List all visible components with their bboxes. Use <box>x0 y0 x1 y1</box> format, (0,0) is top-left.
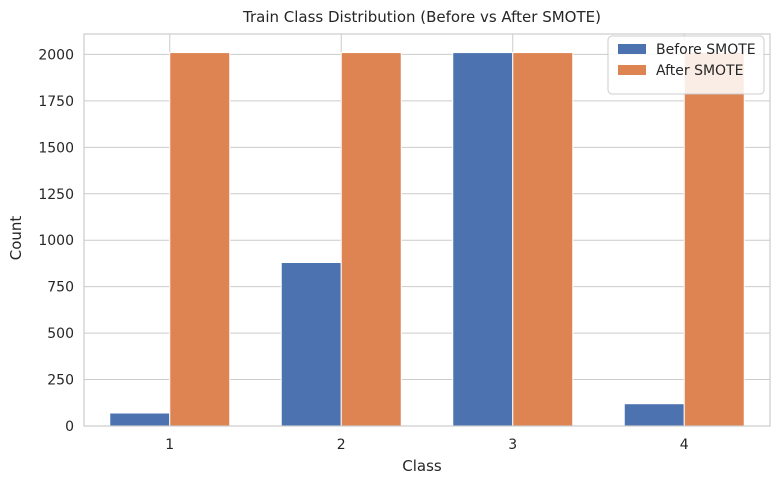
y-tick-label: 500 <box>47 326 74 342</box>
bars <box>109 52 745 427</box>
y-tick-label: 0 <box>65 419 74 435</box>
legend-box <box>607 35 765 95</box>
x-tick-label: 2 <box>337 437 346 453</box>
y-ticks: 0 250 500 750 1000 1250 1500 1750 2000 <box>38 47 74 435</box>
legend-swatch <box>618 44 646 54</box>
plot-frame <box>83 33 771 427</box>
y-tick-label: 1500 <box>38 140 74 156</box>
bar-before-smote-class-4 <box>623 403 685 427</box>
x-axis-label: Class <box>402 457 442 475</box>
bar-before-smote-class-3 <box>452 52 514 427</box>
y-tick-label: 750 <box>47 280 74 296</box>
y-tick-label: 1250 <box>38 187 74 203</box>
y-tick-label: 250 <box>47 373 74 389</box>
bar-after-smote-class-1 <box>169 52 231 427</box>
y-tick-label: 1750 <box>38 94 74 110</box>
legend: Before SMOTE After SMOTE <box>607 35 765 95</box>
bar-after-smote-class-4 <box>683 52 745 427</box>
bar-after-smote-class-2 <box>340 52 402 427</box>
legend-label: After SMOTE <box>656 63 743 79</box>
y-tick-label: 2000 <box>38 47 74 63</box>
x-ticks: 1 2 3 4 <box>165 437 689 453</box>
x-tick-label: 3 <box>508 437 517 453</box>
bar-before-smote-class-2 <box>280 262 342 427</box>
bar-after-smote-class-3 <box>512 52 574 427</box>
legend-label: Before SMOTE <box>656 42 756 58</box>
legend-swatch <box>618 65 646 75</box>
x-tick-label: 1 <box>165 437 174 453</box>
bar-before-smote-class-1 <box>109 412 171 427</box>
chart-title: Train Class Distribution (Before vs Afte… <box>242 8 601 26</box>
plot-border <box>83 33 771 427</box>
y-axis-label: Count <box>7 216 25 261</box>
y-tick-label: 1000 <box>38 233 74 249</box>
x-tick-label: 4 <box>680 437 689 453</box>
